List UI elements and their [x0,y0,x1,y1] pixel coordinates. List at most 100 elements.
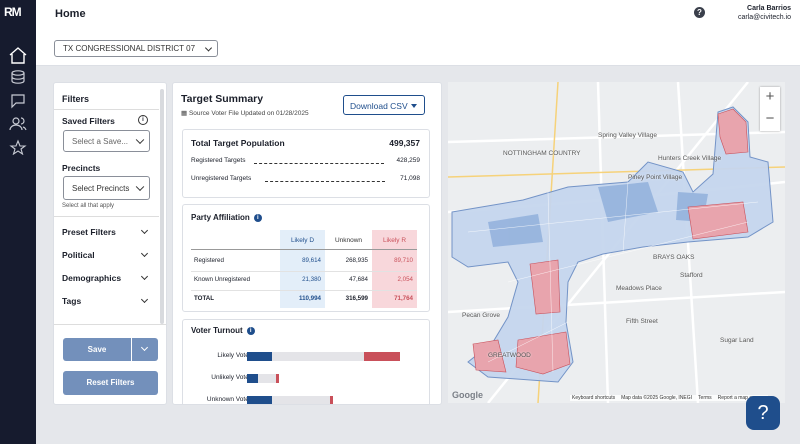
map-label: Hunters Creek Village [658,155,722,162]
map-canvas[interactable] [448,82,785,403]
cell-value: 89,710 [394,257,413,264]
precincts-hint: Select all that apply [62,203,115,209]
zoom-out[interactable]: − [765,110,775,127]
turnout-label: Unknown Voter [206,396,251,403]
cell-value: 21,380 [302,276,321,283]
turnout-segment [247,352,272,361]
page-title: Home [55,8,86,20]
party-title: Party Affiliation i [191,213,262,222]
saved-filters-label: Saved Filters [62,116,115,126]
turnout-title-text: Voter Turnout [191,326,243,335]
turnout-segment [272,352,364,361]
district-select[interactable]: TX CONGRESSIONAL DISTRICT 07 [54,40,218,57]
divider [54,324,166,325]
map-label: Spring Valley Village [598,132,658,139]
divider [54,216,159,217]
save-button[interactable]: Save [63,338,158,361]
google-logo: Google [452,390,483,400]
total-value: 499,357 [389,138,420,148]
help-icon[interactable]: ? [694,7,705,18]
party-card: Party Affiliation i Likely D Unknown Likely… [182,204,430,312]
turnout-label: Likely Voter [217,352,251,359]
turnout-title: Voter Turnout i [191,326,255,335]
col-header: Likely D [290,237,315,244]
header-line [191,249,417,250]
filter-section[interactable]: Tags [62,296,82,306]
turnout-segment [330,396,333,404]
reset-button[interactable]: Reset Filters [63,371,158,395]
attribution-item[interactable]: Report a map error [717,395,760,401]
saved-select[interactable]: Select a Save... [63,130,150,152]
filter-section[interactable]: Preset Filters [62,227,116,237]
col-header: Unknown [334,237,363,244]
map[interactable]: + − Google Keyboard shortcuts Map data ©2… [448,82,785,403]
download-text: Download CSV [350,101,408,111]
divider [54,109,159,110]
cell-value: 2,054 [397,276,413,283]
attribution: Keyboard shortcuts Map data ©2025 Google,… [570,395,768,401]
total-label: Total Target Population [191,138,285,148]
filters-title: Filters [62,94,90,104]
cell-value: 71,764 [394,295,413,302]
turnout-segment [364,352,400,361]
scrollbar [160,89,164,324]
sidebar: RM [0,0,36,444]
logo[interactable]: RM [4,5,22,19]
map-label: BRAYS OAKS [653,254,695,261]
cell-value: 268,935 [345,257,368,264]
map-label: Piney Point Village [628,174,683,181]
row-label: TOTAL [194,295,215,302]
col-bg-r [372,230,417,308]
save-menu[interactable] [140,343,149,352]
row-line [191,271,417,272]
info-icon[interactable]: i [138,115,148,125]
row-line [191,290,417,291]
dots [265,181,385,182]
unregistered-label: Unregistered Targets [191,175,252,182]
map-label: Sugar Land [720,337,754,344]
summary-panel: Target Summary ▦ Source Voter File Updat… [172,82,442,405]
filter-section[interactable]: Political [62,250,95,260]
col-header: Likely R [382,237,407,244]
precincts-label: Precincts [62,163,101,173]
map-label: Stafford [680,272,703,279]
turnout-label: Unlikely Voter [211,374,251,381]
map-label: Fifth Street [626,318,658,325]
attribution-item[interactable]: Terms [698,395,712,401]
col-bg-d [280,230,325,308]
registered-label: Registered Targets [191,157,246,164]
cell-value: 110,994 [298,295,321,302]
download-button[interactable]: Download CSV [343,95,425,115]
map-label: Meadows Place [616,285,662,292]
zoom-in[interactable]: + [765,88,775,105]
filter-section[interactable]: Demographics [62,273,122,283]
precincts-select[interactable]: Select Precincts [63,176,150,200]
info-icon[interactable]: i [253,213,262,222]
row-label: Registered [194,257,224,264]
user-name: Carla Barrios [747,5,791,12]
split [131,338,132,361]
saved-select-text: Select a Save... [72,136,129,146]
turnout-segment [247,374,258,383]
cell-value: 47,684 [349,276,368,283]
target-card: Total Target Population 499,357 Register… [182,129,430,198]
info-icon[interactable]: i [246,326,255,335]
help-button[interactable]: ? [746,396,780,430]
unregistered-value: 71,098 [400,175,420,182]
dots [254,163,384,164]
chevron[interactable] [140,295,149,304]
party-title-text: Party Affiliation [191,213,250,222]
attribution-item[interactable]: Keyboard shortcuts [572,395,616,401]
row-label: Known Unregistered [194,276,251,283]
chevron[interactable] [140,226,149,235]
chevron[interactable] [140,272,149,281]
source-text: Source Voter File Updated on 01/28/2025 [188,110,309,117]
chevron[interactable] [140,249,149,258]
zoom-controls: + − [760,87,780,131]
attribution-item[interactable]: Map data ©2025 Google, INEGI [621,395,693,401]
cell-value: 89,614 [302,257,321,264]
source-note: ▦ Source Voter File Updated on 01/28/202… [181,110,309,117]
registered-value: 428,259 [396,157,421,164]
nav-icons[interactable] [7,45,29,155]
